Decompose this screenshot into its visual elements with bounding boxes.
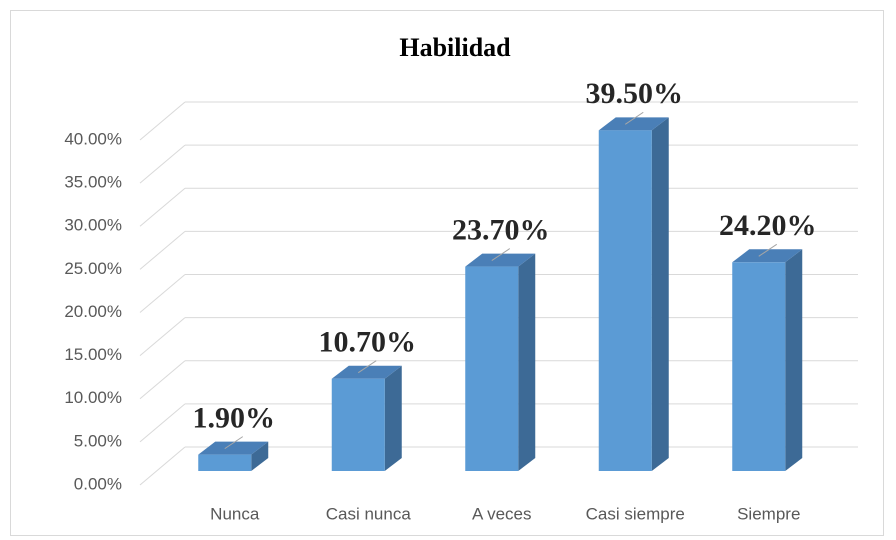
leader-line (758, 243, 778, 257)
chart-title: Habilidad (399, 33, 511, 62)
grid-line (139, 101, 186, 141)
bar-side (251, 441, 269, 471)
leader-line (624, 111, 644, 125)
x-tick-label: Nunca (210, 504, 260, 523)
grid-line (139, 446, 186, 486)
y-tick-label: 25.00% (64, 259, 122, 278)
bar-top (598, 117, 669, 131)
bar (732, 262, 786, 471)
grid-line (139, 187, 186, 227)
grid-line (139, 403, 186, 443)
data-label: 10.70% (319, 326, 417, 359)
y-tick-label: 20.00% (64, 302, 122, 321)
bar (465, 266, 519, 471)
x-tick-label: Siempre (737, 504, 800, 523)
leader-line (224, 436, 244, 450)
x-tick-label: Casi siempre (586, 504, 685, 523)
bar-top (465, 253, 536, 267)
grid-line (139, 230, 186, 270)
bar-top (198, 441, 269, 455)
grid-line (139, 317, 186, 357)
data-label: 1.90% (193, 402, 276, 435)
bar (598, 130, 652, 471)
y-tick-label: 35.00% (64, 173, 122, 192)
y-tick-label: 5.00% (74, 431, 122, 450)
y-tick-label: 40.00% (64, 129, 122, 148)
x-tick-label: Casi nunca (326, 504, 412, 523)
y-tick-label: 10.00% (64, 388, 122, 407)
y-tick-label: 15.00% (64, 345, 122, 364)
y-tick-label: 0.00% (74, 474, 122, 493)
bar-side (785, 249, 803, 471)
data-label: 39.50% (586, 77, 684, 110)
bar (331, 378, 385, 471)
bar-top (732, 249, 803, 263)
y-tick-label: 30.00% (64, 216, 122, 235)
leader-line (357, 360, 377, 374)
leader-line (491, 248, 511, 262)
grid-line (139, 274, 186, 313)
bar-side (518, 253, 536, 471)
data-label: 23.70% (452, 213, 550, 246)
bar (198, 454, 252, 471)
grid-line (139, 360, 186, 400)
data-label: 24.20% (719, 209, 817, 242)
x-tick-label: A veces (472, 504, 532, 523)
grid-line (139, 144, 186, 184)
bar-top (331, 365, 402, 379)
bar-side (651, 117, 669, 471)
bar-side (384, 365, 402, 471)
